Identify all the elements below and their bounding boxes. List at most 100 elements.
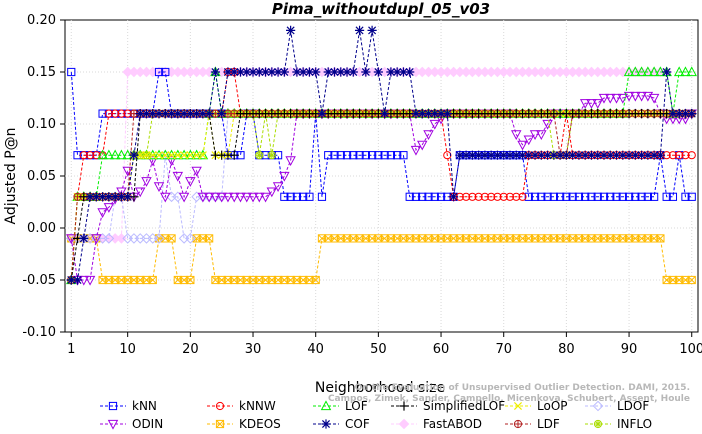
data-point-cof (323, 67, 333, 77)
data-point-cof (649, 150, 659, 160)
data-point-odin (235, 192, 246, 203)
data-point-cof (98, 192, 108, 202)
data-point-cof (405, 67, 415, 77)
x-tick-label: 100 (679, 342, 702, 357)
data-point-cof (192, 109, 202, 119)
data-point-odin (103, 203, 115, 213)
series-knn (67, 67, 696, 201)
data-point-cof (511, 150, 521, 160)
data-point-cof (499, 150, 509, 160)
data-point-cof (611, 150, 622, 160)
data-point-lof (109, 149, 121, 160)
data-point-odin (636, 91, 647, 102)
legend-marker-simplifiedlof (399, 401, 409, 411)
data-point-odin (260, 192, 271, 203)
data-point-lof (680, 66, 691, 77)
data-point-cof (148, 109, 158, 119)
legend-label-knn: kNN (132, 399, 157, 413)
data-point-knn (374, 151, 383, 160)
data-point-odin (417, 140, 428, 151)
data-point-odin (517, 140, 528, 151)
legend-item-kdeos: KDEOS (207, 417, 281, 431)
data-point-loop (154, 151, 164, 160)
data-point-cof (141, 109, 152, 119)
data-point-kdeos (167, 234, 176, 243)
legend-label-knnw: kNNW (239, 399, 276, 413)
data-point-knn (405, 192, 414, 201)
data-point-cof (517, 150, 528, 160)
x-tick-label: 90 (621, 342, 638, 357)
data-point-kdeos (311, 275, 320, 285)
data-point-odin (122, 166, 133, 177)
legend-label-lof: LOF (345, 399, 368, 413)
data-point-knn (530, 192, 540, 201)
data-point-odin (410, 145, 422, 156)
data-point-knn (556, 192, 565, 201)
data-point-cof (229, 67, 239, 77)
data-point-cof (486, 150, 496, 160)
legend-item-simplifiedlof: SimplifiedLOF (391, 399, 505, 413)
data-point-loop (173, 151, 182, 160)
data-point-cof (123, 192, 133, 202)
series-line-kdeos (71, 237, 692, 281)
data-point-cof (630, 150, 640, 160)
legend-marker-lof (320, 400, 332, 411)
data-point-lof (97, 149, 108, 160)
data-point-knn (549, 192, 558, 201)
x-tick-label: 30 (245, 342, 262, 357)
data-point-odin (116, 187, 127, 198)
legend-marker-cof (321, 419, 331, 429)
data-point-cof (398, 67, 409, 77)
data-point-knn (418, 192, 427, 201)
x-tick-label: 1 (67, 342, 75, 357)
data-point-odin (605, 93, 616, 104)
data-point-cof (624, 150, 634, 160)
data-point-loop (167, 151, 176, 160)
data-point-cof (304, 67, 315, 77)
data-point-knnw (518, 192, 527, 201)
data-point-cof (336, 67, 346, 77)
data-point-lof (686, 66, 697, 77)
legend-item-odin: ODIN (100, 417, 163, 431)
data-point-knn (349, 151, 358, 160)
data-point-odin (285, 156, 296, 167)
data-point-cof (618, 150, 628, 160)
data-point-knn (650, 192, 659, 201)
data-point-cof (273, 67, 283, 77)
data-point-odin (642, 91, 654, 102)
x-tick-label: 10 (119, 342, 136, 357)
data-point-ldof (185, 233, 196, 244)
data-point-odin (147, 156, 158, 167)
series-cof (66, 25, 697, 285)
data-point-cof (549, 150, 559, 160)
data-point-knn (574, 192, 584, 201)
data-point-cof (574, 150, 584, 160)
data-point-odin (611, 93, 622, 104)
data-point-knn (324, 151, 333, 160)
data-point-cof (636, 150, 647, 160)
data-point-cof (179, 109, 189, 119)
data-point-lof (642, 66, 654, 77)
data-point-knnw (79, 151, 88, 160)
data-point-odin (586, 99, 597, 109)
data-point-cof (242, 67, 252, 77)
legend-marker-ldof (592, 400, 604, 412)
data-point-cof (235, 67, 246, 77)
legend-marker-knn (108, 401, 118, 411)
legend-item-cof: COF (313, 417, 370, 431)
data-point-kdeos (687, 275, 696, 285)
data-point-knnw (505, 192, 515, 201)
data-point-odin (536, 130, 547, 141)
data-point-odin (266, 187, 278, 198)
data-point-knnw (493, 192, 502, 201)
data-point-odin (279, 171, 290, 182)
data-point-loop (161, 151, 170, 160)
data-point-cof (480, 150, 490, 160)
data-point-cof (311, 67, 321, 77)
data-point-odin (141, 177, 152, 187)
data-point-kdeos (186, 275, 195, 285)
data-point-cof (354, 25, 365, 35)
x-tick-label: 20 (182, 342, 199, 357)
series-kdeos (67, 234, 696, 285)
data-point-knn (668, 192, 678, 201)
